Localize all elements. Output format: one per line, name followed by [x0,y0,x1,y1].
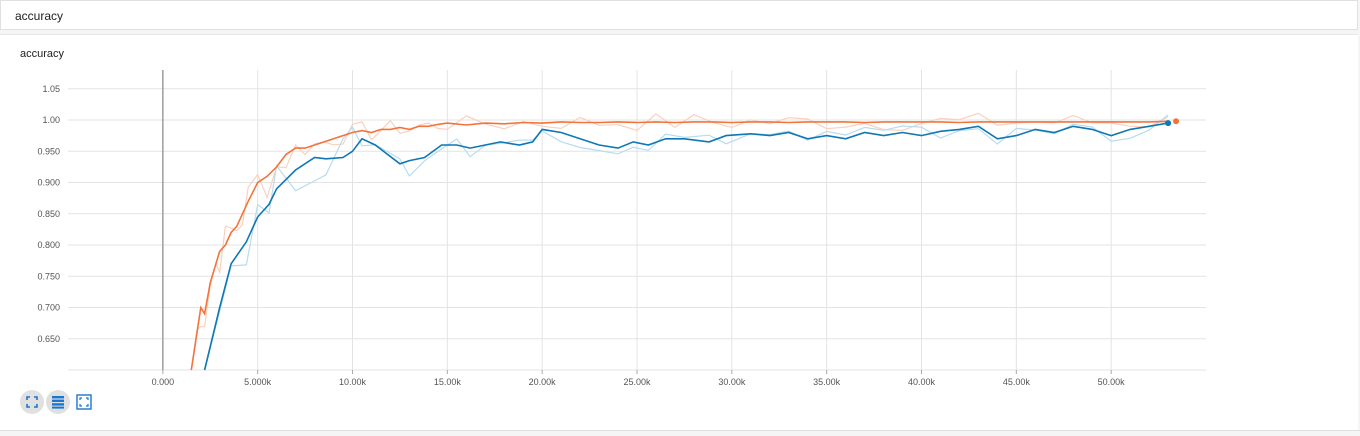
series-end-point [1173,118,1180,125]
y-tick-label: 0.800 [37,240,60,250]
y-tick-label: 0.900 [37,178,60,188]
raw-series-line [190,112,1169,371]
y-tick-label: 0.700 [37,303,60,313]
series-lines [190,120,1169,371]
x-tick-label: 35.00k [813,377,841,387]
chart-card [0,34,1358,430]
y-tick-label: 1.05 [42,84,60,94]
y-tick-label: 0.750 [37,271,60,281]
grid-lines [68,70,1206,374]
x-tick-label: 20.00k [529,377,557,387]
data-table-button[interactable] [46,390,70,414]
list-icon [52,396,64,409]
x-tick-label: 0.000 [152,377,175,387]
raw-series [190,112,1169,371]
tick-labels: 0.650 0.700 0.750 0.800 0.850 0.900 0.950 1.00 1… [37,84,1125,387]
raw-series-line [204,114,1169,371]
x-tick-label: 30.00k [718,377,746,387]
y-tick-label: 0.650 [37,334,60,344]
x-tick-label: 10.00k [339,377,367,387]
series-end-point [1165,120,1172,127]
chart-title: accuracy [20,48,65,60]
section-title: accuracy [15,9,64,23]
bottom-divider [0,430,1360,431]
y-tick-label: 0.950 [37,146,60,156]
x-tick-label: 15.00k [434,377,462,387]
fit-domain-button[interactable] [72,390,96,414]
x-tick-label: 50.00k [1098,377,1126,387]
series-line [190,120,1169,371]
x-tick-label: 5.000k [244,377,272,387]
expand-icon [26,396,38,408]
y-tick-label: 1.00 [42,115,60,125]
y-tick-label: 0.850 [37,209,60,219]
x-tick-label: 25.00k [623,377,651,387]
header-bar[interactable]: accuracy [0,0,1358,30]
x-tick-label: 40.00k [908,377,936,387]
fit-domain-icon [76,394,92,410]
series-line [203,122,1169,371]
expand-button[interactable] [20,390,44,414]
series-endpoints [1165,118,1180,127]
x-tick-label: 45.00k [1003,377,1031,387]
